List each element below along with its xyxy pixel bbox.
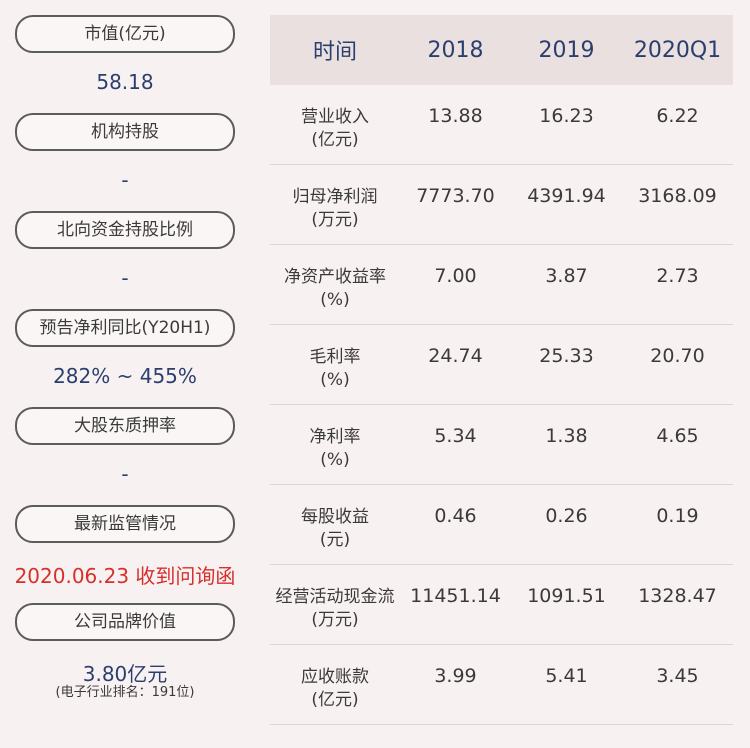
institutional-holding-value: - — [121, 168, 129, 192]
brand-value-value: 3.80亿元 — [82, 662, 168, 686]
cell-value: 1091.51 — [527, 585, 606, 607]
cell-value: 25.33 — [539, 345, 594, 367]
cell-value: 20.70 — [650, 345, 705, 367]
cell-value: 4.65 — [656, 425, 699, 447]
cell-value: 24.74 — [428, 345, 483, 367]
table-row: 营业收入 (亿元) 13.88 16.23 6.22 — [270, 85, 733, 165]
row-label: 净利率 — [309, 427, 361, 447]
pledge-ratio-label: 大股东质押率 — [15, 407, 235, 445]
table-header: 时间 2018 2019 2020Q1 — [270, 15, 733, 85]
table-row: 经营活动现金流 (万元) 11451.14 1091.51 1328.47 — [270, 565, 733, 645]
row-unit: (%) — [320, 370, 350, 390]
cell-value: 0.19 — [656, 505, 699, 527]
market-cap-label: 市值(亿元) — [15, 15, 235, 53]
cell-value: 3.99 — [434, 665, 477, 687]
cell-value: 3.45 — [656, 665, 699, 687]
brand-value-label: 公司品牌价值 — [15, 603, 235, 641]
row-label: 每股收益 — [301, 507, 369, 527]
cell-value: 3168.09 — [638, 185, 717, 207]
row-label: 净资产收益率 — [284, 267, 386, 287]
cell-value: 0.46 — [434, 505, 477, 527]
header-2019: 2019 — [538, 37, 595, 63]
row-label: 应收账款 — [301, 667, 369, 687]
northbound-holding-value: - — [121, 266, 129, 290]
profit-forecast-label: 预告净利同比(Y20H1) — [15, 309, 235, 347]
row-unit: (%) — [320, 450, 350, 470]
row-unit: (%) — [320, 290, 350, 310]
table-row: 净利率 (%) 5.34 1.38 4.65 — [270, 405, 733, 485]
table-row: 应收账款 (亿元) 3.99 5.41 3.45 — [270, 645, 733, 725]
header-2020q1: 2020Q1 — [633, 37, 722, 63]
cell-value: 5.41 — [545, 665, 588, 687]
cell-value: 1.38 — [545, 425, 588, 447]
table-row: 归母净利润 (万元) 7773.70 4391.94 3168.09 — [270, 165, 733, 245]
header-2018: 2018 — [427, 37, 484, 63]
institutional-holding-label: 机构持股 — [15, 113, 235, 151]
cell-value: 0.26 — [545, 505, 588, 527]
row-label: 归母净利润 — [292, 187, 378, 207]
cell-value: 16.23 — [539, 105, 594, 127]
row-unit: (万元) — [311, 210, 359, 230]
cell-value: 7.00 — [434, 265, 477, 287]
row-label: 经营活动现金流 — [275, 587, 395, 607]
regulatory-status-label: 最新监管情况 — [15, 505, 235, 543]
table-row: 每股收益 (元) 0.46 0.26 0.19 — [270, 485, 733, 565]
table-row: 毛利率 (%) 24.74 25.33 20.70 — [270, 325, 733, 405]
row-unit: (万元) — [311, 610, 359, 630]
stock-summary-panel: 市值(亿元) 58.18 机构持股 - 北向资金持股比例 - 预告净利同比(Y2… — [0, 0, 250, 748]
profit-forecast-value: 282% ~ 455% — [53, 364, 197, 388]
cell-value: 13.88 — [428, 105, 483, 127]
row-unit: (亿元) — [311, 130, 359, 150]
row-label: 营业收入 — [301, 107, 369, 127]
pledge-ratio-value: - — [121, 462, 129, 486]
row-label: 毛利率 — [309, 347, 361, 367]
cell-value: 6.22 — [656, 105, 699, 127]
cell-value: 3.87 — [545, 265, 588, 287]
table-row: 净资产收益率 (%) 7.00 3.87 2.73 — [270, 245, 733, 325]
cell-value: 1328.47 — [638, 585, 717, 607]
row-unit: (亿元) — [311, 690, 359, 710]
cell-value: 5.34 — [434, 425, 477, 447]
row-unit: (元) — [319, 530, 351, 550]
cell-value: 7773.70 — [416, 185, 495, 207]
cell-value: 11451.14 — [410, 585, 501, 607]
brand-rank-note: (电子行业排名：191位) — [55, 685, 195, 700]
market-cap-value: 58.18 — [96, 70, 154, 94]
northbound-holding-label: 北向资金持股比例 — [15, 211, 235, 249]
regulatory-status-value: 2020.06.23 收到问询函 — [14, 564, 236, 588]
cell-value: 4391.94 — [527, 185, 606, 207]
financial-table: 时间 2018 2019 2020Q1 营业收入 (亿元) 13.88 16.2… — [270, 15, 733, 725]
cell-value: 2.73 — [656, 265, 699, 287]
header-period: 时间 — [312, 40, 357, 65]
